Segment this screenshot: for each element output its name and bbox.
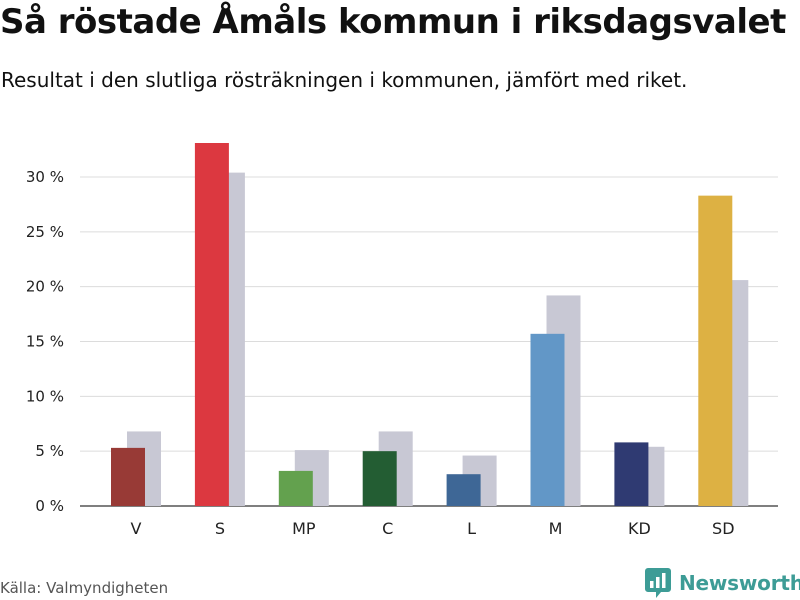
y-axis-ticks: 0 % 5 % 10 % 15 % 20 % 25 % 30 % — [26, 168, 64, 515]
bar-amal-s — [194, 143, 229, 506]
bars — [111, 143, 749, 507]
source-note: Källa: Valmyndigheten — [0, 579, 169, 597]
newsworthy-logo: Newsworthy — [645, 568, 800, 598]
x-category-label: S — [215, 519, 225, 538]
bar-amal-kd — [614, 442, 649, 506]
chart-subtitle: Resultat i den slutliga rösträkningen i … — [1, 68, 688, 92]
y-tick-label: 5 % — [35, 442, 64, 460]
bar-amal-l — [446, 474, 481, 506]
chart-title: Så röstade Åmåls kommun i riksdagsvalet — [0, 2, 786, 42]
gridlines — [80, 176, 778, 507]
x-category-label: V — [131, 519, 142, 538]
y-tick-label: 15 % — [26, 333, 64, 351]
bar-amal-m — [530, 333, 565, 506]
y-tick-label: 30 % — [26, 168, 64, 186]
y-tick-label: 25 % — [26, 223, 64, 241]
brand-name: Newsworthy — [679, 571, 800, 595]
x-category-label: KD — [628, 519, 651, 538]
x-category-label: M — [549, 519, 563, 538]
x-axis-labels: V S MP C L M KD SD — [131, 519, 735, 538]
bar-amal-sd — [698, 195, 733, 507]
y-tick-label: 20 % — [26, 278, 64, 296]
y-tick-label: 10 % — [26, 387, 64, 405]
x-category-label: C — [382, 519, 393, 538]
x-category-label: L — [467, 519, 476, 538]
newsworthy-logo-icon — [645, 568, 671, 598]
x-category-label: SD — [712, 519, 734, 538]
bar-amal-mp — [278, 470, 313, 506]
y-tick-label: 0 % — [35, 497, 64, 515]
bar-amal-v — [111, 447, 145, 506]
bar-amal-c — [362, 451, 397, 506]
x-category-label: MP — [292, 519, 316, 538]
